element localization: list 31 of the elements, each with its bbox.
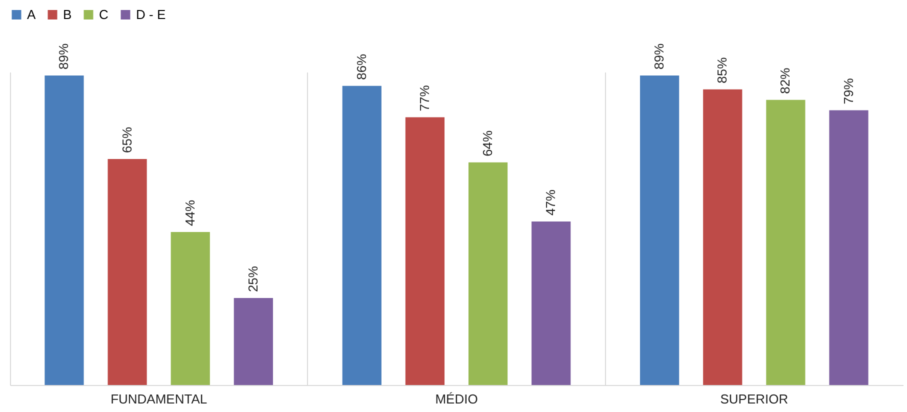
data-label: 47%: [543, 189, 558, 216]
legend-label: A: [27, 6, 36, 22]
bar: [766, 100, 806, 385]
x-tick-label: FUNDAMENTAL: [110, 392, 208, 406]
data-label: 89%: [56, 43, 72, 70]
bar: [468, 162, 508, 385]
data-label: 89%: [652, 43, 667, 70]
bar: [405, 117, 445, 385]
data-label: 25%: [245, 266, 260, 292]
legend-label: D - E: [136, 6, 166, 22]
data-label: 77%: [416, 84, 432, 112]
bar: [170, 232, 210, 385]
bar: [44, 75, 84, 385]
legend-label: B: [63, 6, 72, 22]
data-label: 86%: [354, 53, 369, 80]
data-label: 44%: [182, 200, 198, 226]
data-label: 65%: [119, 126, 134, 153]
bar: [640, 75, 680, 385]
bar: [532, 222, 571, 385]
bar: [342, 86, 382, 385]
data-label: 85%: [714, 56, 730, 84]
bar: [829, 110, 868, 385]
bar: [234, 298, 273, 385]
bar: [108, 158, 147, 385]
x-tick-label: MÉDIO: [435, 392, 478, 406]
data-label: 64%: [480, 130, 496, 156]
x-tick-label: SUPERIOR: [720, 392, 788, 406]
data-label: 82%: [778, 67, 793, 94]
data-label: 79%: [840, 78, 856, 104]
bar: [703, 89, 742, 385]
legend-label: C: [99, 6, 108, 22]
